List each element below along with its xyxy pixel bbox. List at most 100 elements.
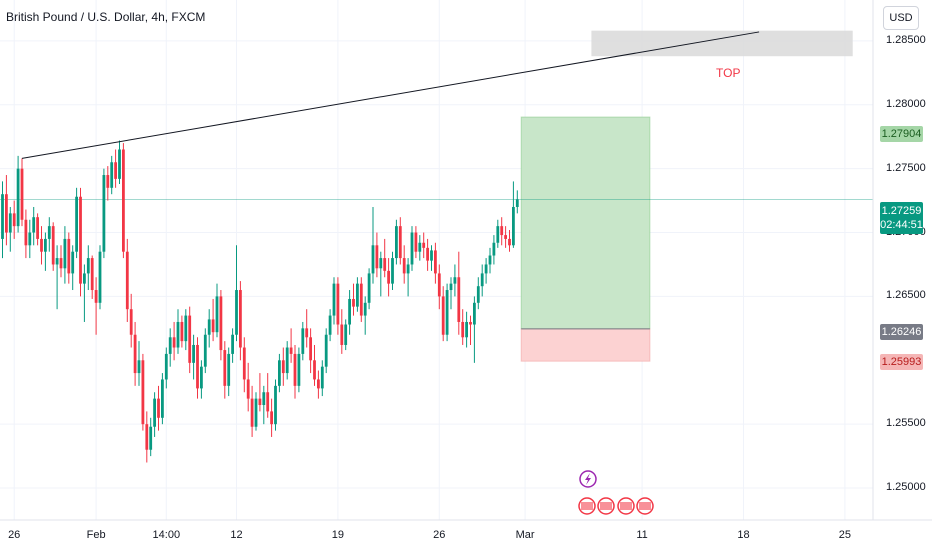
candle (211, 319, 215, 333)
candle (266, 392, 270, 412)
candle (504, 235, 507, 239)
candle (488, 255, 492, 265)
candle (309, 337, 312, 361)
candle (129, 309, 133, 335)
top-zone-label: TOP (716, 66, 741, 80)
candle-layer (1, 140, 519, 463)
candle-countdown: 02:44:51 (880, 219, 923, 231)
currency-button[interactable]: USD (883, 6, 919, 30)
target-price-tag: 1.27904 (880, 126, 923, 142)
us-flag-stripes (620, 502, 632, 510)
candle (274, 385, 277, 425)
candle (461, 321, 465, 338)
candle (476, 286, 480, 303)
candle (16, 168, 20, 227)
candle (437, 273, 441, 297)
candle (133, 334, 137, 374)
candle (434, 250, 437, 274)
candle (449, 283, 453, 291)
candle (192, 344, 195, 363)
candle (207, 319, 211, 335)
candle (141, 360, 145, 425)
time-tick-label: 25 (838, 529, 852, 541)
candle (402, 258, 406, 274)
entry-price-tag: 1.26246 (880, 324, 923, 340)
candle (313, 360, 316, 380)
candle (1, 194, 4, 239)
candle (430, 250, 433, 261)
candle (75, 196, 78, 252)
candle (426, 247, 429, 261)
candle (40, 238, 43, 252)
candle (410, 232, 414, 265)
candle (203, 334, 207, 367)
candle (512, 206, 515, 246)
candle (176, 321, 180, 348)
time-tick-label: 18 (737, 529, 750, 541)
candle (305, 328, 309, 338)
candle (328, 315, 332, 335)
candle (153, 398, 156, 427)
candle (406, 264, 410, 274)
candle (270, 411, 273, 425)
candle (465, 321, 468, 338)
candle (363, 302, 367, 316)
candle (371, 245, 375, 274)
candle (145, 424, 149, 450)
time-tick-label: 26 (433, 529, 446, 541)
candle (168, 337, 172, 354)
candle (90, 258, 94, 291)
candle (285, 347, 289, 374)
price-tick-label: 1.27500 (886, 161, 926, 174)
candle (235, 290, 238, 335)
lightning-glyph (585, 473, 591, 485)
candle (164, 353, 168, 380)
candle (32, 217, 36, 233)
candle (196, 344, 199, 389)
zone-layer (0, 30, 873, 362)
price-tick-label: 1.28000 (886, 97, 926, 110)
candle (125, 251, 129, 310)
candle (157, 398, 160, 418)
candle (496, 226, 500, 243)
time-tick-label: 12 (230, 529, 243, 541)
target-zone (520, 116, 651, 330)
candle (336, 283, 340, 325)
candle (250, 398, 254, 427)
candle (317, 379, 320, 389)
candle (172, 337, 176, 348)
candle (246, 379, 250, 399)
last-price-tag: 1.27259 02:44:51 (880, 202, 923, 234)
candle (110, 162, 114, 188)
stop-zone (520, 328, 651, 362)
candle (8, 213, 12, 233)
candle (59, 258, 63, 269)
candle (83, 273, 86, 284)
time-tick-label: 14:00 (152, 529, 181, 541)
candle (473, 302, 476, 325)
candle (20, 168, 24, 220)
candle (36, 217, 39, 239)
candle (457, 277, 461, 322)
candle (51, 226, 55, 265)
candle (441, 296, 445, 335)
candle (340, 324, 344, 345)
last-price-value: 1.27259 (881, 205, 922, 217)
candle (242, 347, 246, 380)
candle (398, 226, 402, 259)
candle (391, 258, 394, 284)
candle (278, 360, 281, 386)
candle (28, 232, 32, 246)
candle (332, 283, 336, 316)
price-tick-label: 1.25500 (886, 417, 926, 430)
candle (293, 353, 297, 386)
candle (5, 194, 8, 233)
candle (480, 273, 484, 287)
candle (262, 392, 266, 406)
candle (106, 175, 110, 188)
candle (344, 324, 348, 345)
candle (180, 321, 184, 342)
candle (258, 398, 262, 406)
candle (379, 258, 383, 269)
